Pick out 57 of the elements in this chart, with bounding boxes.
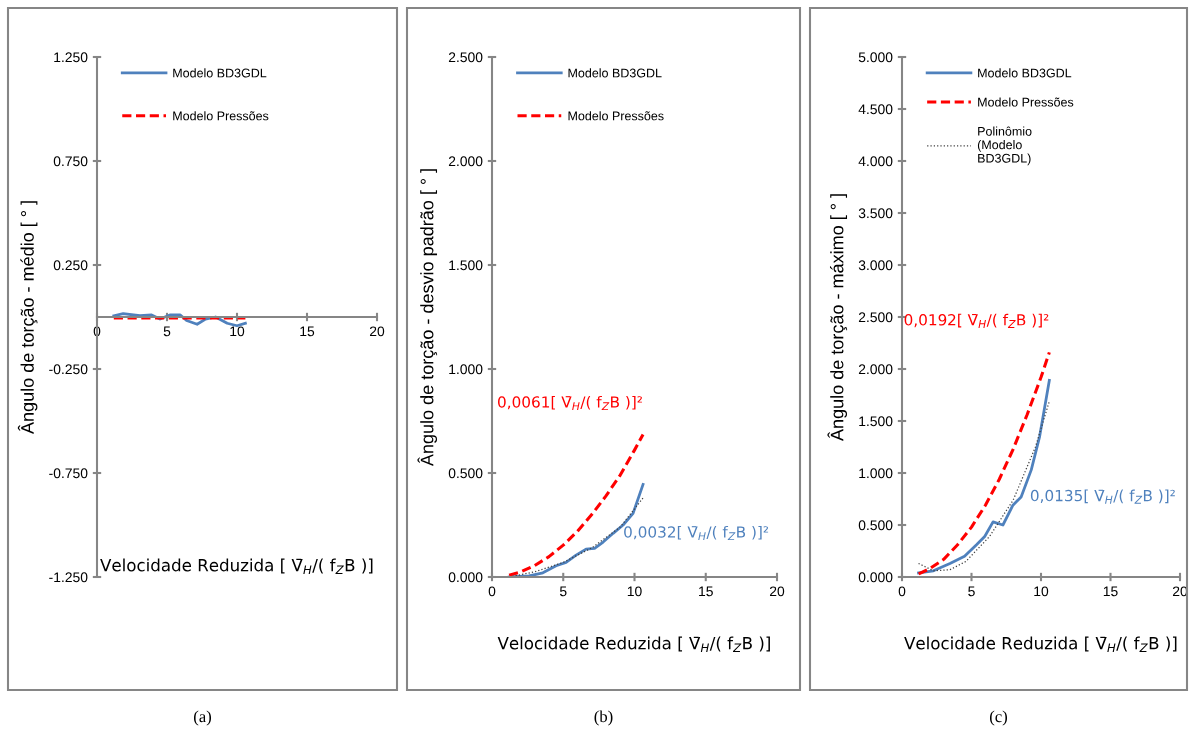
y-tick-label: 3.500 — [858, 208, 893, 219]
line-series — [112, 312, 247, 328]
y-axis-title: Ângulo de torção - máximo [ ° ] — [827, 194, 848, 441]
legend-label: Modelo Pressões — [978, 97, 1074, 107]
y-tick-label: 1.500 — [859, 416, 893, 427]
legend-label: Modelo BD3GDL — [173, 68, 267, 78]
y-tick-label: 0.000 — [858, 572, 893, 583]
y-axis-title: Ângulo de torção - médio [ ° ] — [17, 201, 38, 434]
y-tick-label: 0.500 — [448, 468, 483, 479]
text: (a) — [193, 710, 212, 726]
y-tick-label: 2.500 — [858, 312, 893, 323]
annotation: 0,0135[ V̄$_{H}$/( f$_{Z}$B )]² — [1030, 489, 1175, 504]
x-axis-title: Velocidade Reduzida [ V̄$_{H}$/( f$_{Z}$B )] — [497, 636, 770, 652]
y-tick-label: 1.500 — [449, 260, 483, 271]
x-tick-label: 5 — [559, 586, 567, 597]
legend-label: Polinômio (Modelo BD3GDL) — [977, 126, 1032, 166]
x-axis-title: Velocidade Reduzida [ V̄$_{H}$/( f$_{Z}$B )] — [904, 636, 1177, 652]
legend-label: Modelo Pressões — [173, 111, 269, 121]
x-tick-label: 5 — [163, 326, 171, 337]
y-tick-label: 2.500 — [448, 52, 483, 63]
y-tick-label: 4.500 — [858, 104, 893, 115]
x-tick-label: 5 — [968, 586, 975, 597]
legend-label: Modelo Pressões — [568, 111, 664, 121]
y-tick-label: 0.250 — [53, 260, 88, 271]
x-tick-label: 10 — [230, 326, 245, 337]
y-tick-label: 3.000 — [858, 260, 893, 271]
legend-label: Modelo BD3GDL — [978, 68, 1072, 78]
text: (c) — [989, 710, 1008, 726]
y-tick-label: -0.750 — [49, 468, 88, 479]
y-tick-label: 1.000 — [859, 468, 893, 479]
y-tick-label: -1.250 — [49, 572, 88, 583]
x-tick-label: 10 — [1034, 586, 1049, 597]
x-tick-label: 20 — [769, 586, 785, 597]
y-tick-label: 5.000 — [858, 52, 893, 63]
x-tick-label: 20 — [369, 326, 385, 337]
annotation: 0,0061[ V̄$_{H}$/( f$_{Z}$B )]² — [498, 395, 642, 411]
text: (b) — [594, 710, 613, 726]
x-tick-label: 15 — [300, 326, 315, 337]
x-tick-label: 10 — [627, 586, 642, 597]
x-tick-label: 0 — [898, 586, 906, 597]
x-axis-title: Velocidade Reduzida [ V̄$_{H}$/( f$_{Z}$B )] — [100, 558, 373, 574]
y-tick-label: 1.000 — [449, 364, 483, 375]
annotation: 0,0032[ V̄$_{H}$/( f$_{Z}$B )]² — [624, 525, 769, 541]
annotation: 0,0192[ V̄$_{H}$/( f$_{Z}$B )]² — [904, 313, 1049, 328]
y-tick-label: 0.000 — [448, 572, 483, 583]
x-tick-label: 0 — [488, 586, 496, 597]
y-tick-label: 1.250 — [54, 52, 88, 63]
legend-label: Modelo BD3GDL — [568, 68, 662, 78]
y-tick-label: 0.500 — [858, 520, 893, 531]
y-tick-label: 4.000 — [858, 156, 893, 167]
y-tick-label: 2.000 — [858, 364, 893, 375]
x-tick-label: 15 — [1103, 586, 1118, 597]
x-tick-label: 15 — [699, 586, 713, 597]
y-tick-label: 2.000 — [448, 156, 483, 167]
y-tick-label: 0.750 — [53, 156, 88, 167]
y-axis-title: Ângulo de torção - desvio padrão [ ° ] — [417, 169, 438, 467]
y-tick-label: -0.250 — [49, 364, 88, 375]
